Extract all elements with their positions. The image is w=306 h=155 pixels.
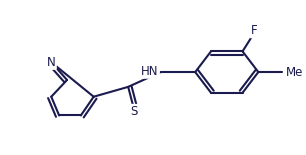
Text: N: N	[47, 56, 56, 69]
Text: HN: HN	[141, 65, 159, 78]
Text: F: F	[251, 24, 258, 37]
Text: S: S	[130, 105, 138, 118]
Text: Me: Me	[286, 66, 303, 79]
